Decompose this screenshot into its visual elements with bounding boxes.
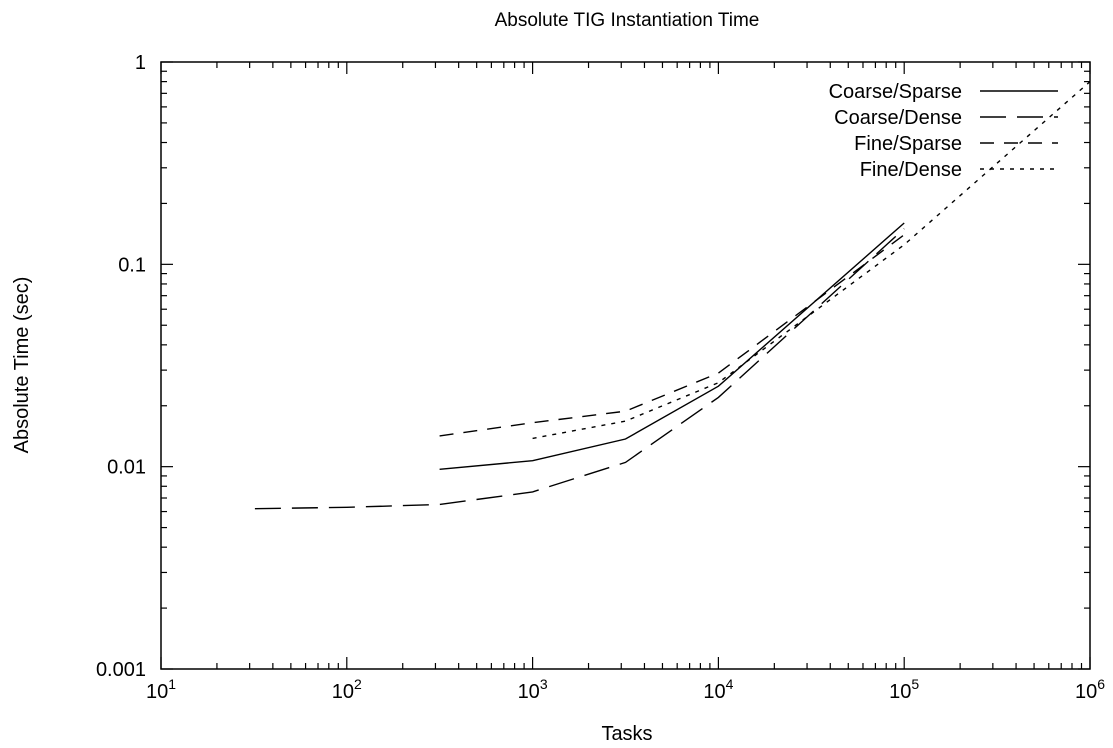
chart-title: Absolute TIG Instantiation Time <box>495 10 760 31</box>
series-line-3 <box>439 234 905 437</box>
x-axis-title: Tasks <box>601 723 652 745</box>
legend: Coarse/Sparse Coarse/Dense Fine/Sparse Fine… <box>829 81 1058 181</box>
x-tick-label: 101 <box>146 676 176 703</box>
series-line-1 <box>439 222 905 470</box>
y-tick-label: 1 <box>135 52 146 74</box>
series-line-4 <box>532 81 1091 440</box>
series-layer <box>254 81 1091 510</box>
series-line-2 <box>254 228 905 510</box>
legend-label: Fine/Dense <box>860 159 962 181</box>
y-axis-title: Absolute Time (sec) <box>11 277 33 454</box>
legend-label: Coarse/Sparse <box>829 81 962 103</box>
x-tick-label: 104 <box>703 676 733 703</box>
y-tick-label: 0.1 <box>118 254 146 276</box>
x-tick-label: 106 <box>1075 676 1105 703</box>
legend-label: Coarse/Dense <box>834 107 962 129</box>
x-tick-label: 105 <box>889 676 919 703</box>
plot-frame <box>160 61 1091 670</box>
y-tick-label: 0.001 <box>96 659 146 681</box>
x-tick-label: 102 <box>332 676 362 703</box>
x-tick-label: 103 <box>518 676 548 703</box>
ticks-layer: 0.001 0.01 0.1 1 101 102 103 104 105 106 <box>96 52 1105 703</box>
legend-label: Fine/Sparse <box>854 133 962 155</box>
y-tick-label: 0.01 <box>107 457 146 479</box>
